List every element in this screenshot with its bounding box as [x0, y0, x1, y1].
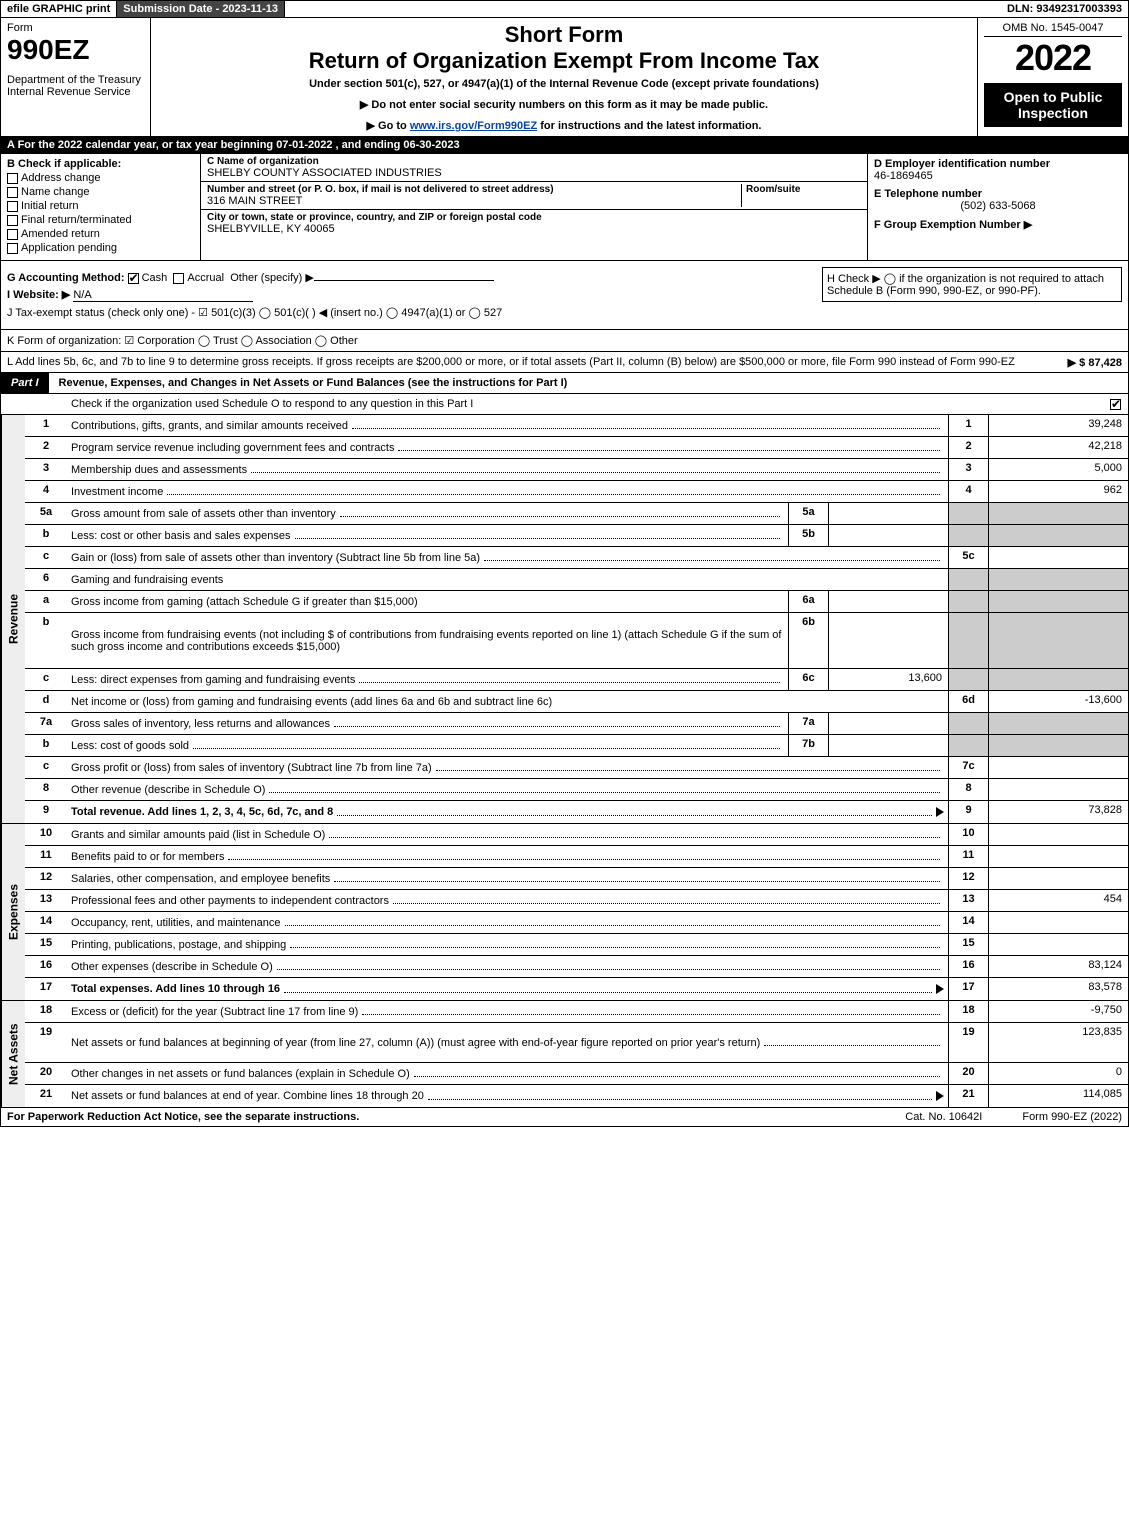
- inspection-badge: Open to Public Inspection: [984, 83, 1122, 127]
- line-17: 17 Total expenses. Add lines 10 through …: [25, 978, 1128, 1000]
- line-4: 4 Investment income 4 962: [25, 481, 1128, 503]
- arrow-icon: [936, 807, 944, 817]
- org-city: SHELBYVILLE, KY 40065: [207, 223, 861, 235]
- expenses-section: Expenses 10 Grants and similar amounts p…: [0, 824, 1129, 1001]
- tax-year: 2022: [984, 37, 1122, 79]
- netassets-section: Net Assets 18 Excess or (deficit) for th…: [0, 1001, 1129, 1108]
- irs-link[interactable]: www.irs.gov/Form990EZ: [410, 120, 537, 132]
- c-name-label: C Name of organization: [207, 156, 861, 167]
- chk-initial-return[interactable]: Initial return: [7, 200, 194, 212]
- submission-date: Submission Date - 2023-11-13: [117, 1, 285, 17]
- header-mid: Short Form Return of Organization Exempt…: [151, 18, 978, 136]
- line-1: 1 Contributions, gifts, grants, and simi…: [25, 415, 1128, 437]
- line-11: 11 Benefits paid to or for members 11: [25, 846, 1128, 868]
- chk-final-return[interactable]: Final return/terminated: [7, 214, 194, 226]
- section-c: C Name of organization SHELBY COUNTY ASS…: [201, 154, 868, 260]
- omb-number: OMB No. 1545-0047: [984, 22, 1122, 37]
- form-number: 990EZ: [7, 34, 144, 66]
- part-1-tag: Part I: [1, 373, 49, 393]
- d-label: D Employer identification number: [874, 158, 1122, 170]
- line-6c: c Less: direct expenses from gaming and …: [25, 669, 1128, 691]
- topbar: efile GRAPHIC print Submission Date - 20…: [0, 0, 1129, 18]
- form-header: Form 990EZ Department of the Treasury In…: [0, 18, 1129, 137]
- department: Department of the Treasury Internal Reve…: [7, 74, 144, 98]
- line-13: 13 Professional fees and other payments …: [25, 890, 1128, 912]
- footer-left: For Paperwork Reduction Act Notice, see …: [7, 1111, 865, 1123]
- form-note-1: ▶ Do not enter social security numbers o…: [159, 98, 969, 111]
- row-k: K Form of organization: ☑ Corporation ◯ …: [0, 330, 1129, 352]
- org-street: 316 MAIN STREET: [207, 195, 741, 207]
- c-city-label: City or town, state or province, country…: [207, 212, 861, 223]
- header-right: OMB No. 1545-0047 2022 Open to Public In…: [978, 18, 1128, 136]
- header-left: Form 990EZ Department of the Treasury In…: [1, 18, 151, 136]
- line-6b: b Gross income from fundraising events (…: [25, 613, 1128, 669]
- part-1-check: Check if the organization used Schedule …: [0, 394, 1129, 415]
- line-6: 6 Gaming and fundraising events: [25, 569, 1128, 591]
- line-19: 19 Net assets or fund balances at beginn…: [25, 1023, 1128, 1063]
- line-5b: b Less: cost or other basis and sales ex…: [25, 525, 1128, 547]
- section-def: D Employer identification number 46-1869…: [868, 154, 1128, 260]
- side-revenue: Revenue: [1, 415, 25, 823]
- arrow-icon: [936, 1091, 944, 1101]
- line-6d: d Net income or (loss) from gaming and f…: [25, 691, 1128, 713]
- line-16: 16 Other expenses (describe in Schedule …: [25, 956, 1128, 978]
- form-label: Form: [7, 22, 144, 34]
- chk-application-pending[interactable]: Application pending: [7, 242, 194, 254]
- c-street-label: Number and street (or P. O. box, if mail…: [207, 184, 741, 195]
- line-7c: c Gross profit or (loss) from sales of i…: [25, 757, 1128, 779]
- phone: (502) 633-5068: [874, 200, 1122, 212]
- short-form-title: Short Form: [159, 22, 969, 48]
- e-label: E Telephone number: [874, 188, 1122, 200]
- side-netassets: Net Assets: [1, 1001, 25, 1107]
- line-15: 15 Printing, publications, postage, and …: [25, 934, 1128, 956]
- line-21: 21 Net assets or fund balances at end of…: [25, 1085, 1128, 1107]
- b-label: B Check if applicable:: [7, 158, 194, 170]
- row-l: L Add lines 5b, 6c, and 7b to line 9 to …: [0, 352, 1129, 373]
- line-14: 14 Occupancy, rent, utilities, and maint…: [25, 912, 1128, 934]
- page-footer: For Paperwork Reduction Act Notice, see …: [0, 1108, 1129, 1127]
- part-1-desc: Revenue, Expenses, and Changes in Net As…: [49, 373, 1128, 393]
- section-b: B Check if applicable: Address change Na…: [1, 154, 201, 260]
- chk-accrual[interactable]: [173, 273, 184, 284]
- line-10: 10 Grants and similar amounts paid (list…: [25, 824, 1128, 846]
- line-5c: c Gain or (loss) from sale of assets oth…: [25, 547, 1128, 569]
- meta-grid: B Check if applicable: Address change Na…: [0, 154, 1129, 261]
- line-9: 9 Total revenue. Add lines 1, 2, 3, 4, 5…: [25, 801, 1128, 823]
- row-a-tax-year: A For the 2022 calendar year, or tax yea…: [0, 137, 1129, 154]
- ein: 46-1869465: [874, 170, 1122, 182]
- chk-schedule-o[interactable]: [1110, 399, 1121, 410]
- line-20: 20 Other changes in net assets or fund b…: [25, 1063, 1128, 1085]
- line-3: 3 Membership dues and assessments 3 5,00…: [25, 459, 1128, 481]
- line-18: 18 Excess or (deficit) for the year (Sub…: [25, 1001, 1128, 1023]
- revenue-section: Revenue 1 Contributions, gifts, grants, …: [0, 415, 1129, 824]
- footer-catno: Cat. No. 10642I: [905, 1111, 982, 1123]
- chk-amended-return[interactable]: Amended return: [7, 228, 194, 240]
- row-j: J Tax-exempt status (check only one) - ☑…: [7, 306, 1122, 319]
- form-title: Return of Organization Exempt From Incom…: [159, 48, 969, 74]
- rows-ghij: H Check ▶ ◯ if the organization is not r…: [0, 261, 1129, 330]
- website: N/A: [73, 289, 253, 302]
- dln: DLN: 93492317003393: [1001, 1, 1128, 17]
- chk-address-change[interactable]: Address change: [7, 172, 194, 184]
- arrow-icon: [936, 984, 944, 994]
- chk-cash[interactable]: [128, 273, 139, 284]
- line-6a: a Gross income from gaming (attach Sched…: [25, 591, 1128, 613]
- line-7a: 7a Gross sales of inventory, less return…: [25, 713, 1128, 735]
- efile-label[interactable]: efile GRAPHIC print: [1, 1, 117, 17]
- line-5a: 5a Gross amount from sale of assets othe…: [25, 503, 1128, 525]
- part-1-header: Part I Revenue, Expenses, and Changes in…: [0, 373, 1129, 394]
- org-name: SHELBY COUNTY ASSOCIATED INDUSTRIES: [207, 167, 861, 179]
- form-subtitle: Under section 501(c), 527, or 4947(a)(1)…: [159, 78, 969, 90]
- form-note-2: ▶ Go to www.irs.gov/Form990EZ for instru…: [159, 119, 969, 132]
- side-expenses: Expenses: [1, 824, 25, 1000]
- footer-formid: Form 990-EZ (2022): [1022, 1111, 1122, 1123]
- line-7b: b Less: cost of goods sold 7b: [25, 735, 1128, 757]
- chk-name-change[interactable]: Name change: [7, 186, 194, 198]
- c-room-label: Room/suite: [746, 184, 861, 195]
- line-12: 12 Salaries, other compensation, and emp…: [25, 868, 1128, 890]
- row-h: H Check ▶ ◯ if the organization is not r…: [822, 267, 1122, 302]
- line-2: 2 Program service revenue including gove…: [25, 437, 1128, 459]
- f-label: F Group Exemption Number ▶: [874, 218, 1122, 231]
- line-8: 8 Other revenue (describe in Schedule O)…: [25, 779, 1128, 801]
